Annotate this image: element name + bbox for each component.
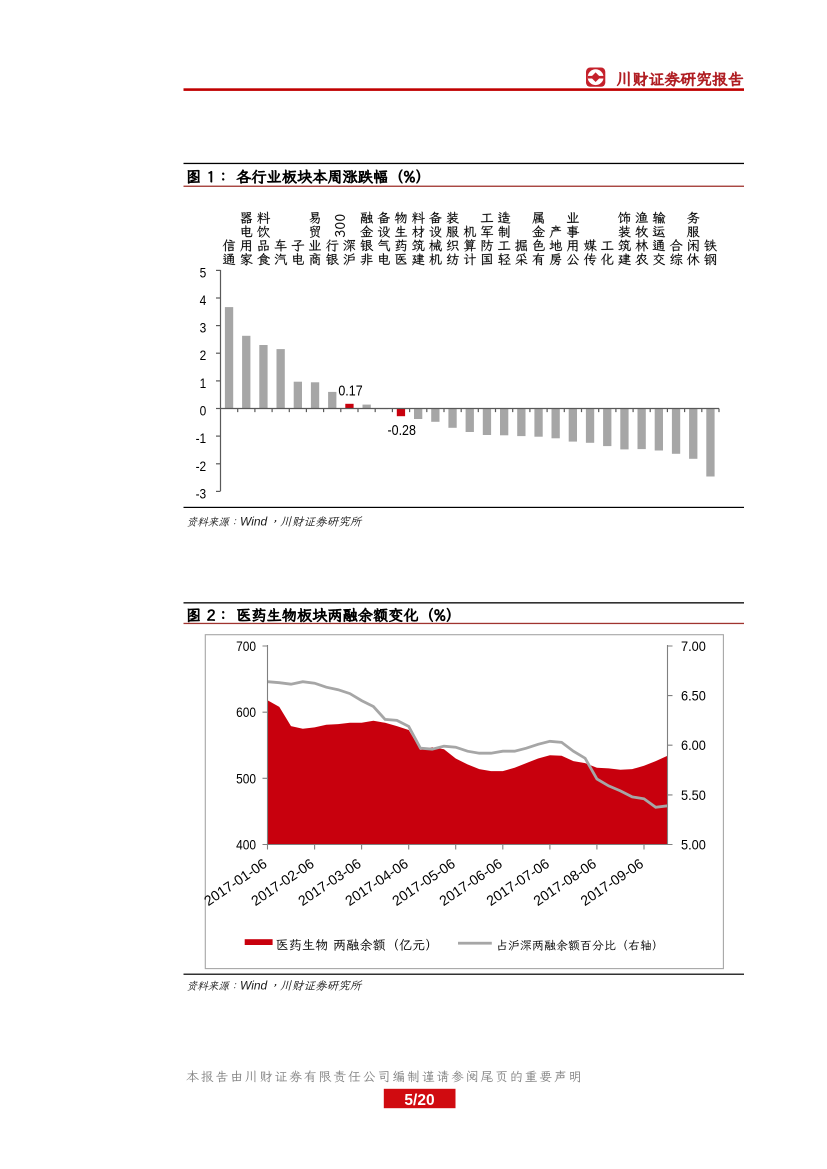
svg-text:-3: -3: [196, 485, 207, 501]
svg-text:Wind: Wind: [240, 979, 268, 993]
svg-text:600: 600: [236, 704, 256, 720]
svg-text:6.50: 6.50: [681, 688, 706, 704]
svg-text:Wind: Wind: [240, 515, 268, 529]
svg-text:3: 3: [200, 320, 207, 336]
svg-text:400: 400: [236, 837, 256, 853]
svg-text:6.00: 6.00: [681, 738, 706, 754]
svg-text:700: 700: [236, 638, 256, 654]
svg-text:4: 4: [200, 292, 207, 308]
svg-text:7.00: 7.00: [681, 638, 706, 654]
svg-text:5.00: 5.00: [681, 837, 706, 853]
svg-text:5: 5: [200, 264, 207, 280]
svg-text:0.17: 0.17: [338, 382, 362, 398]
svg-text:-0.28: -0.28: [387, 422, 415, 438]
svg-text:-1: -1: [196, 430, 207, 446]
svg-text:5.50: 5.50: [681, 787, 706, 803]
svg-text:500: 500: [236, 770, 256, 786]
svg-text:5/20: 5/20: [404, 1092, 434, 1109]
svg-text:2: 2: [200, 347, 207, 363]
svg-text:1: 1: [200, 375, 207, 391]
svg-text:-2: -2: [196, 458, 207, 474]
svg-text:0: 0: [200, 403, 207, 419]
